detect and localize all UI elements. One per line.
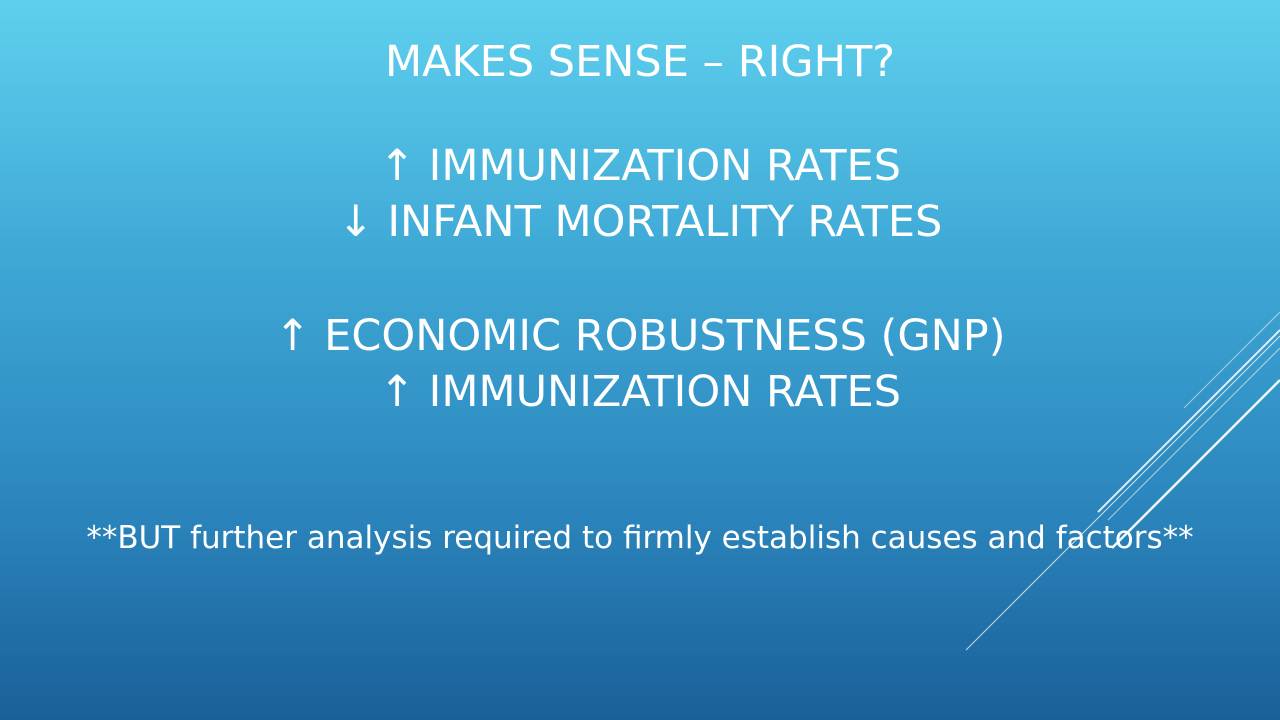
point-immunization-up: ↑ IMMUNIZATION RATES [378, 141, 901, 191]
analysis-note: **BUT further analysis required to firml… [86, 520, 1194, 556]
point-immunization-up-2: ↑ IMMUNIZATION RATES [378, 367, 901, 417]
point-economic-robustness-up: ↑ ECONOMIC ROBUSTNESS (GNP) [274, 311, 1006, 361]
slide-title: MAKES SENSE – RIGHT? [384, 37, 896, 87]
point-infant-mortality-down: ↓ INFANT MORTALITY RATES [337, 197, 943, 247]
